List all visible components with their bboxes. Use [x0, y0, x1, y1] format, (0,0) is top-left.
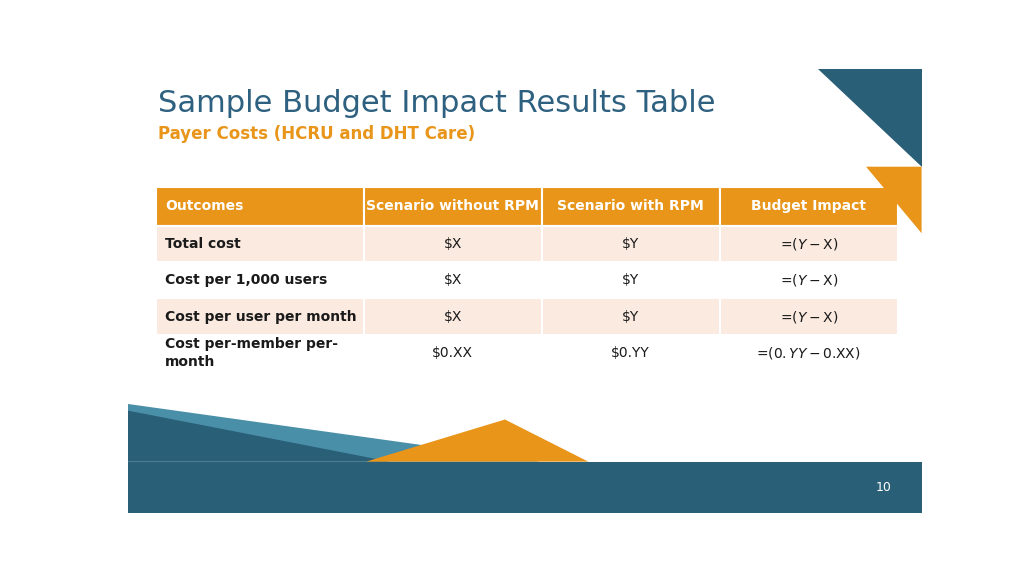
- Text: $X: $X: [443, 237, 462, 251]
- Text: Cost per user per month: Cost per user per month: [165, 310, 357, 324]
- Text: Scenario with RPM: Scenario with RPM: [557, 199, 705, 213]
- Text: Scenario without RPM: Scenario without RPM: [367, 199, 539, 213]
- Bar: [720, 226, 898, 262]
- Text: $X: $X: [443, 273, 462, 287]
- Bar: [156, 226, 364, 262]
- Text: $0.XX: $0.XX: [432, 346, 473, 360]
- Text: =($Y - $X): =($Y - $X): [779, 272, 838, 288]
- Text: $X: $X: [443, 310, 462, 324]
- Bar: [720, 262, 898, 298]
- Bar: [156, 262, 364, 298]
- Bar: [542, 187, 720, 226]
- Bar: [364, 335, 542, 371]
- Polygon shape: [866, 166, 922, 233]
- Bar: [542, 335, 720, 371]
- Bar: [364, 262, 542, 298]
- Bar: [542, 226, 720, 262]
- Polygon shape: [367, 419, 588, 461]
- Polygon shape: [818, 69, 922, 166]
- Text: Cost per-member per-
month: Cost per-member per- month: [165, 338, 338, 369]
- Text: Sample Budget Impact Results Table: Sample Budget Impact Results Table: [158, 89, 716, 118]
- Bar: [156, 187, 364, 226]
- Bar: [542, 298, 720, 335]
- Bar: [156, 335, 364, 371]
- Text: $Y: $Y: [622, 310, 639, 324]
- Text: =($0.YY - $0.XX): =($0.YY - $0.XX): [757, 345, 861, 361]
- Text: Cost per 1,000 users: Cost per 1,000 users: [165, 273, 328, 287]
- Bar: [156, 298, 364, 335]
- Polygon shape: [128, 411, 390, 461]
- Text: $0.YY: $0.YY: [611, 346, 650, 360]
- Bar: [542, 262, 720, 298]
- Polygon shape: [128, 404, 541, 461]
- Text: Outcomes: Outcomes: [165, 199, 244, 213]
- Bar: [364, 298, 542, 335]
- Bar: [720, 187, 898, 226]
- Text: =($Y - $X): =($Y - $X): [779, 236, 838, 252]
- Text: Payer Costs (HCRU and DHT Care): Payer Costs (HCRU and DHT Care): [158, 124, 475, 143]
- Bar: [364, 226, 542, 262]
- Text: $Y: $Y: [622, 237, 639, 251]
- Text: 10: 10: [876, 480, 892, 494]
- Bar: [128, 461, 922, 513]
- Bar: [720, 298, 898, 335]
- Bar: [364, 187, 542, 226]
- Text: Total cost: Total cost: [165, 237, 241, 251]
- Text: =($Y - $X): =($Y - $X): [779, 309, 838, 325]
- Text: Budget Impact: Budget Impact: [752, 199, 866, 213]
- Bar: [720, 335, 898, 371]
- Text: $Y: $Y: [622, 273, 639, 287]
